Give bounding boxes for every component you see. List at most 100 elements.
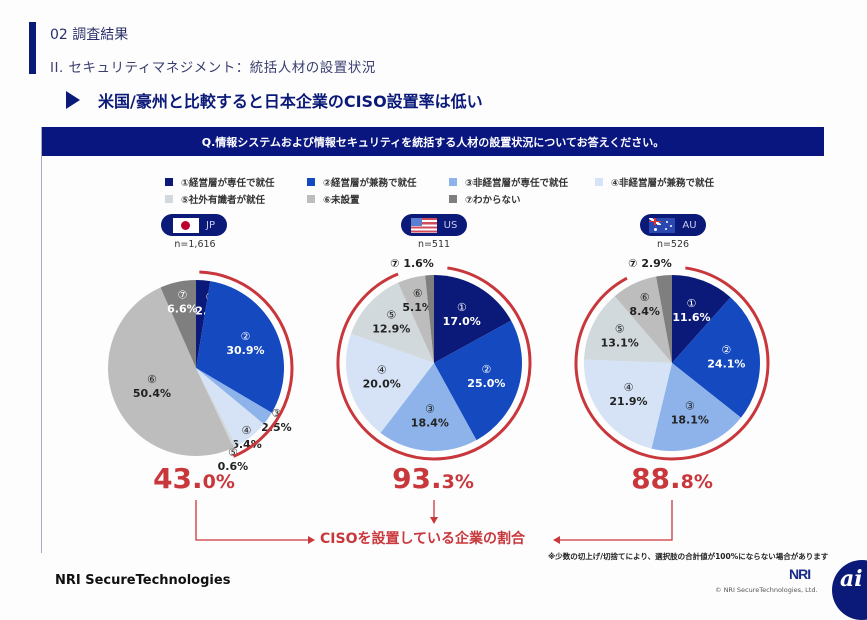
legend-label: ⑦わからない: [465, 195, 521, 206]
slice-label: 17.0%: [443, 315, 481, 328]
slice-label: 30.9%: [226, 344, 264, 357]
connector-line: [556, 500, 673, 541]
ciso-rate-integer: 43.: [153, 462, 203, 495]
brand-name: NRI SecureTechnologies: [55, 573, 231, 588]
slice-marker: ⑥: [147, 373, 157, 386]
nri-logo: NRI: [789, 566, 811, 582]
slice-marker: ②: [721, 343, 731, 356]
pie-slice: [584, 296, 672, 363]
pie-slice: [380, 363, 477, 451]
slice-label: 13.1%: [601, 337, 639, 350]
country-badge-au: AU: [640, 214, 706, 236]
australia-flag-icon: [649, 217, 676, 233]
slice-marker: ⑤: [615, 323, 625, 336]
pie-slice: [108, 287, 234, 456]
slice-label: 8.4%: [629, 305, 660, 318]
ciso-rate-decimal: 8%: [680, 471, 713, 493]
slice-label: 6.6%: [167, 302, 198, 315]
slice-label: ⑦ 1.6%: [390, 257, 434, 270]
sample-size-au: n=526: [656, 239, 690, 250]
slice-marker: ①: [686, 297, 696, 310]
slice-marker: ⑤: [228, 446, 238, 459]
pie-slice: [196, 280, 211, 368]
legend-label: ④非経営層が兼務で就任: [611, 178, 715, 189]
slice-label: 18.1%: [671, 414, 709, 427]
slice-label: 25.0%: [467, 377, 505, 390]
triangle-bullet-icon: [66, 91, 80, 109]
legend-item: ⑤社外有識者が就任: [165, 192, 265, 206]
slice-marker: ③: [685, 400, 695, 413]
headline-text: 米国/豪州と比較すると日本企業のCISO設置率は低い: [98, 92, 483, 111]
connector-line: [195, 500, 312, 541]
rounding-note: ※少数の切上げ/切捨てにより、選択肢の合計値が100%にならない場合があります: [548, 552, 829, 561]
slice-label: 50.4%: [133, 387, 171, 400]
pie-slice: [583, 359, 672, 449]
legend-label: ①経営層が専任で就任: [181, 178, 275, 189]
legend-swatch: [307, 178, 315, 186]
pie-slice: [346, 333, 434, 433]
country-code: AU: [682, 219, 697, 231]
country-code: JP: [206, 219, 215, 231]
slice-label: 20.0%: [363, 378, 401, 391]
pie-au: ①11.6% ②24.1% ③18.1% ④21.9% ⑤13.1% ⑥8.4% ⑦ 2.9…: [574, 257, 770, 461]
ciso-highlight-arc: [199, 270, 294, 458]
legend-swatch: [449, 178, 457, 186]
legend-item: ③非経営層が専任で就任: [449, 175, 568, 189]
legend-swatch: [307, 195, 315, 203]
pie-slice: [614, 276, 672, 363]
slice-marker: ①: [457, 301, 467, 314]
ai-logo-text: ai: [840, 566, 863, 592]
slice-marker: ⑦: [177, 288, 187, 301]
pie-slice: [656, 275, 672, 363]
legend-item: ②経営層が兼務で就任: [307, 175, 417, 189]
pie-slice: [672, 297, 760, 418]
legend-item: ⑥未設置: [307, 192, 360, 206]
arrow-down-icon: [430, 517, 438, 524]
ciso-highlight-arc: [336, 266, 532, 461]
slice-label: 5.1%: [402, 301, 433, 314]
pie-charts: ①2.6%②30.9%③2.5%④6.4%⑤0.6%⑥50.4%⑦6.6%①17…: [108, 257, 770, 544]
pie-slice: [398, 275, 434, 363]
slice-label: 0.6%: [218, 460, 249, 473]
legend-item: ①経営層が専任で就任: [165, 175, 275, 189]
japan-flag-icon: [173, 217, 199, 233]
ciso-rate-decimal: 3%: [441, 471, 474, 493]
legend-swatch: [595, 178, 603, 186]
ciso-highlight-arc: [574, 266, 770, 461]
pie-slice: [196, 368, 237, 448]
slice-marker: ②: [241, 330, 251, 343]
legend-label: ②経営層が兼務で就任: [323, 178, 417, 189]
slice-marker: ⑥: [413, 287, 423, 300]
country-code: US: [443, 219, 458, 231]
slice-label: 21.9%: [609, 395, 647, 408]
slice-marker: ④: [242, 424, 252, 437]
legend-label: ③非経営層が専任で就任: [465, 178, 569, 189]
pie-slice: [196, 281, 284, 413]
legend-item: ④非経営層が兼務で就任: [595, 175, 714, 189]
slice-label: 6.4%: [231, 438, 262, 451]
copyright: © NRI SecureTechnologies, Ltd.: [715, 586, 818, 594]
ciso-caption: CISOを設置している企業の割合: [320, 531, 526, 547]
pie-jp: ①2.6%②30.9%③2.5%④6.4%⑤0.6%⑥50.4%⑦6.6%: [108, 270, 294, 473]
pie-slice: [196, 368, 264, 447]
chart-panel: Q.情報システムおよび情報セキュリティを統括する人材の設置状況についてお答えくだ…: [41, 127, 824, 553]
arrow-left-icon: [553, 536, 560, 544]
ciso-rate-au: 88.8%: [602, 462, 742, 495]
slice-marker: ④: [624, 381, 634, 394]
pie-slice: [651, 363, 741, 452]
ciso-rate-jp: 43.0%: [124, 462, 264, 495]
pie-slice: [160, 280, 196, 368]
subsection-title: II. セキュリティマネジメント：統括人材の設置状況: [50, 60, 376, 76]
ciso-rate-integer: 88.: [631, 462, 681, 495]
pie-slice: [672, 275, 731, 363]
pie-slice: [425, 275, 434, 363]
sample-size-us: n=511: [417, 239, 451, 250]
headline: 米国/豪州と比較すると日本企業のCISO設置率は低い: [66, 88, 483, 112]
legend-label: ⑥未設置: [323, 195, 360, 206]
legend-swatch: [165, 195, 173, 203]
slice-label: 18.4%: [411, 416, 449, 429]
ciso-rate-us: 93.3%: [363, 462, 503, 495]
slice-marker: ②: [481, 363, 491, 376]
slice-marker: ⑤: [386, 309, 396, 322]
slice-marker: ⑥: [640, 291, 650, 304]
